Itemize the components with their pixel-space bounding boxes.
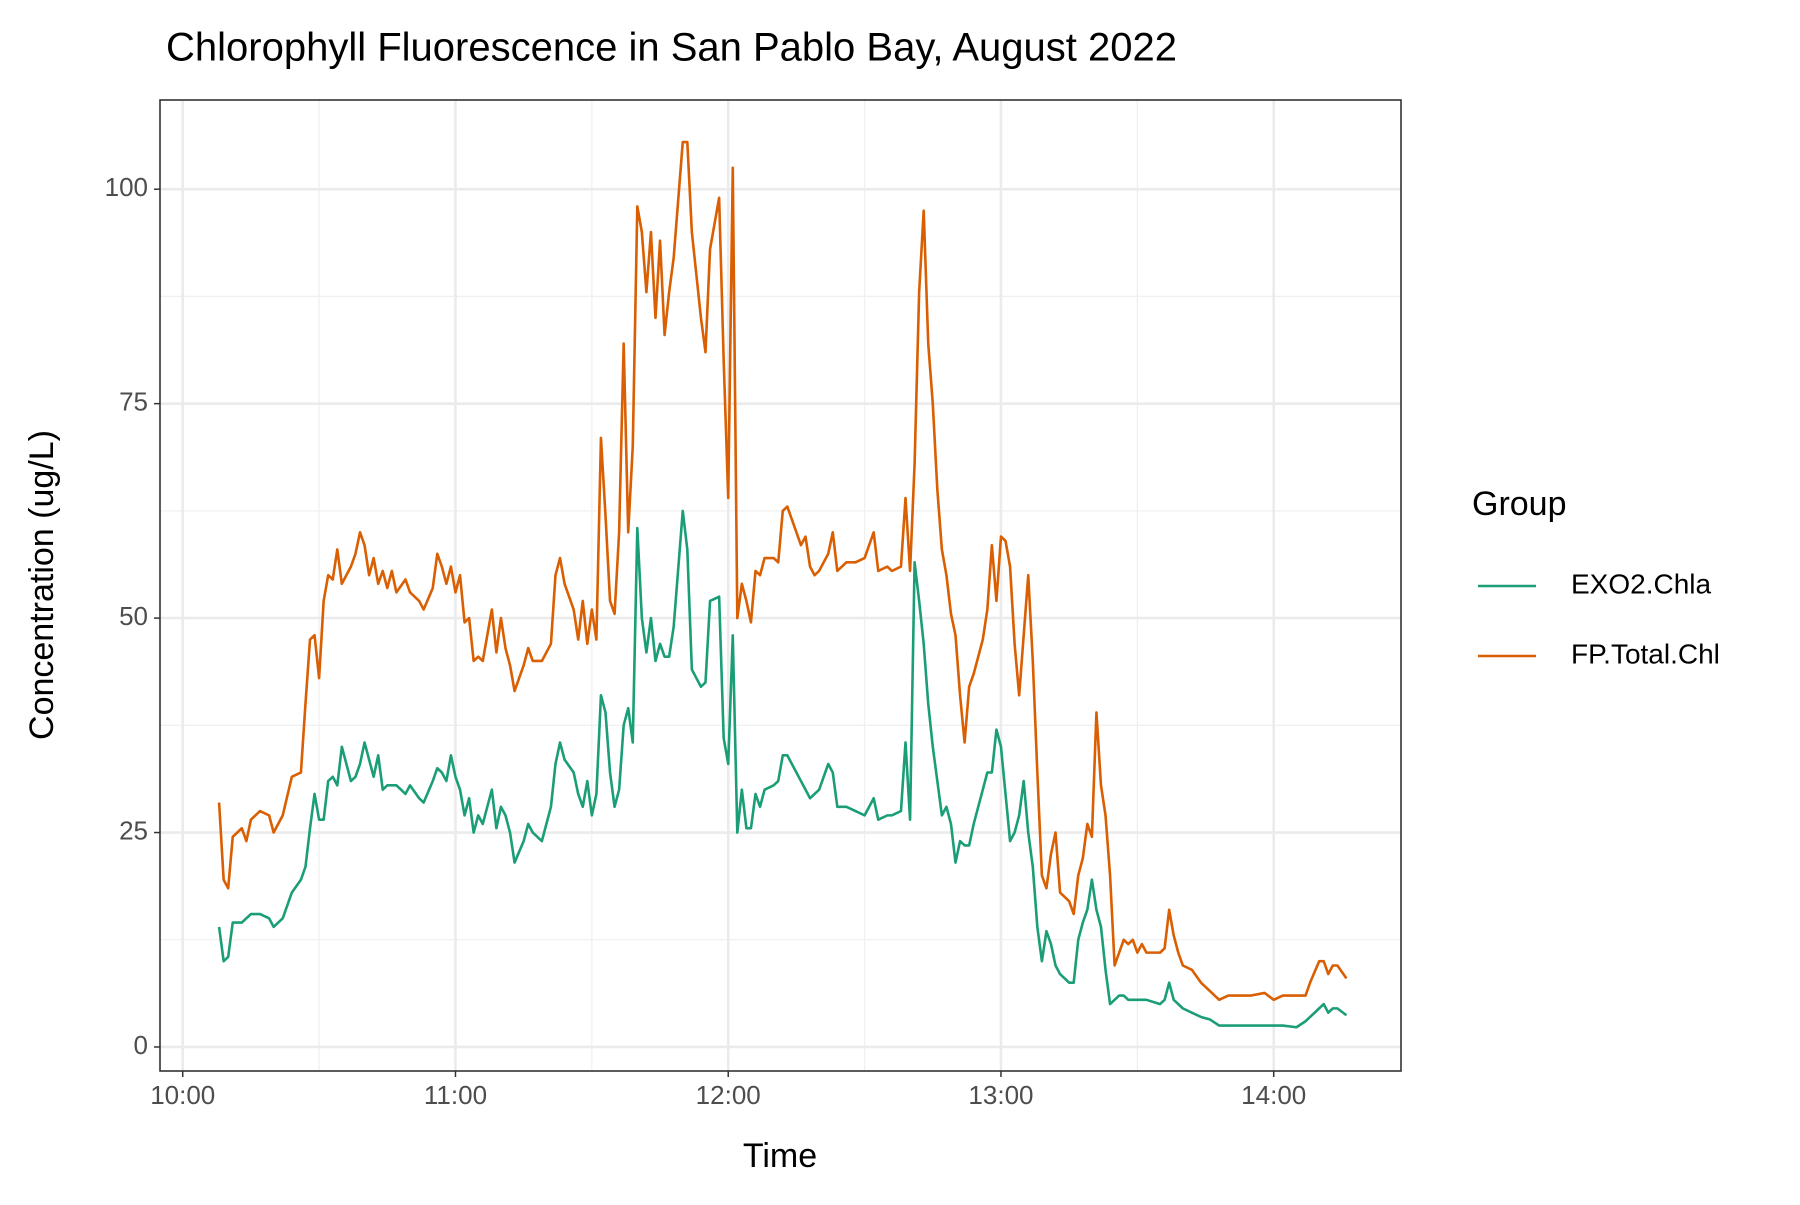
x-tick-label: 12:00 (696, 1080, 761, 1110)
y-axis-label: Concentration (ug/L) (23, 430, 61, 740)
data-line (217, 140, 1348, 1002)
y-tick-label: 75 (119, 387, 148, 417)
data-line (217, 509, 1348, 1029)
x-tick-label: 11:00 (424, 1080, 487, 1110)
x-tick-label: 10:00 (150, 1080, 215, 1110)
chart-title: Chlorophyll Fluorescence in San Pablo Ba… (166, 26, 1177, 70)
y-tick-label: 25 (119, 815, 148, 845)
x-tick-label: 13:00 (968, 1080, 1033, 1110)
plot-border (159, 99, 1402, 1072)
legend-label: EXO2.Chla (1571, 568, 1711, 599)
y-tick-label: 50 (119, 601, 148, 631)
legend-label: FP.Total.Chl (1571, 638, 1720, 669)
x-axis-label: Time (743, 1137, 817, 1175)
y-tick-label: 100 (105, 172, 148, 202)
y-tick-label: 0 (134, 1030, 148, 1060)
x-tick-label: 14:00 (1241, 1080, 1306, 1110)
legend-title: Group (1472, 485, 1567, 523)
